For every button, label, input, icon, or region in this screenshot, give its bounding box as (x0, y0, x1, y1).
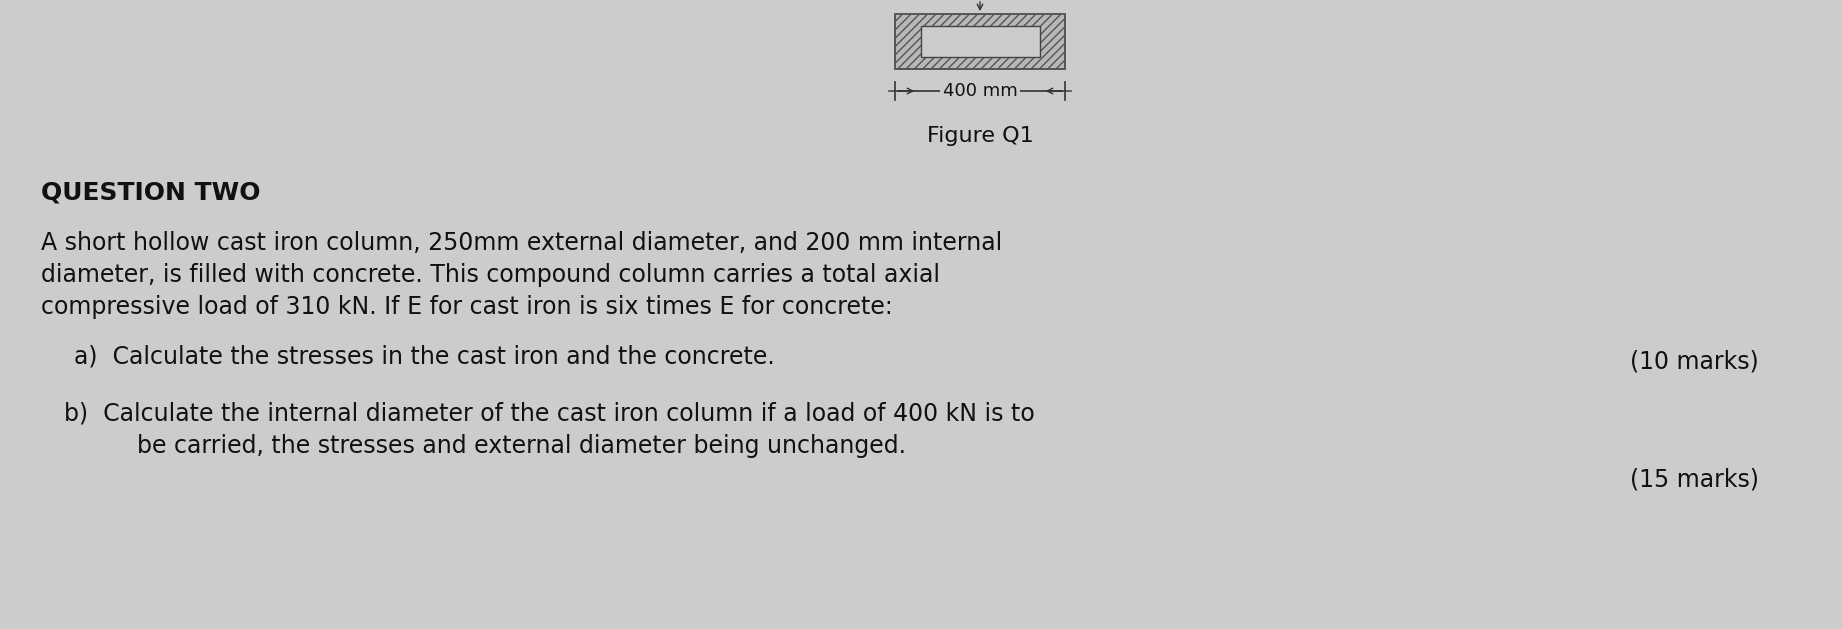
Text: (10 marks): (10 marks) (1630, 350, 1759, 374)
Bar (895, 14, 1065, 69)
Bar (921, 26, 1039, 57)
Bar (895, 14, 1065, 69)
Text: (15 marks): (15 marks) (1630, 468, 1759, 492)
Text: Figure Q1: Figure Q1 (927, 126, 1033, 146)
Text: QUESTION TWO: QUESTION TWO (41, 181, 260, 205)
Text: b)  Calculate the internal diameter of the cast iron column if a load of 400 kN : b) Calculate the internal diameter of th… (64, 402, 1035, 426)
Text: diameter, is filled with concrete. This compound column carries a total axial: diameter, is filled with concrete. This … (41, 263, 939, 287)
Text: 400 mm: 400 mm (943, 82, 1017, 100)
Text: be carried, the stresses and external diameter being unchanged.: be carried, the stresses and external di… (92, 434, 906, 458)
Text: A short hollow cast iron column, 250mm external diameter, and 200 mm internal: A short hollow cast iron column, 250mm e… (41, 231, 1002, 255)
Text: a)  Calculate the stresses in the cast iron and the concrete.: a) Calculate the stresses in the cast ir… (74, 345, 774, 369)
Text: compressive load of 310 kN. If E for cast iron is six times E for concrete:: compressive load of 310 kN. If E for cas… (41, 295, 892, 319)
